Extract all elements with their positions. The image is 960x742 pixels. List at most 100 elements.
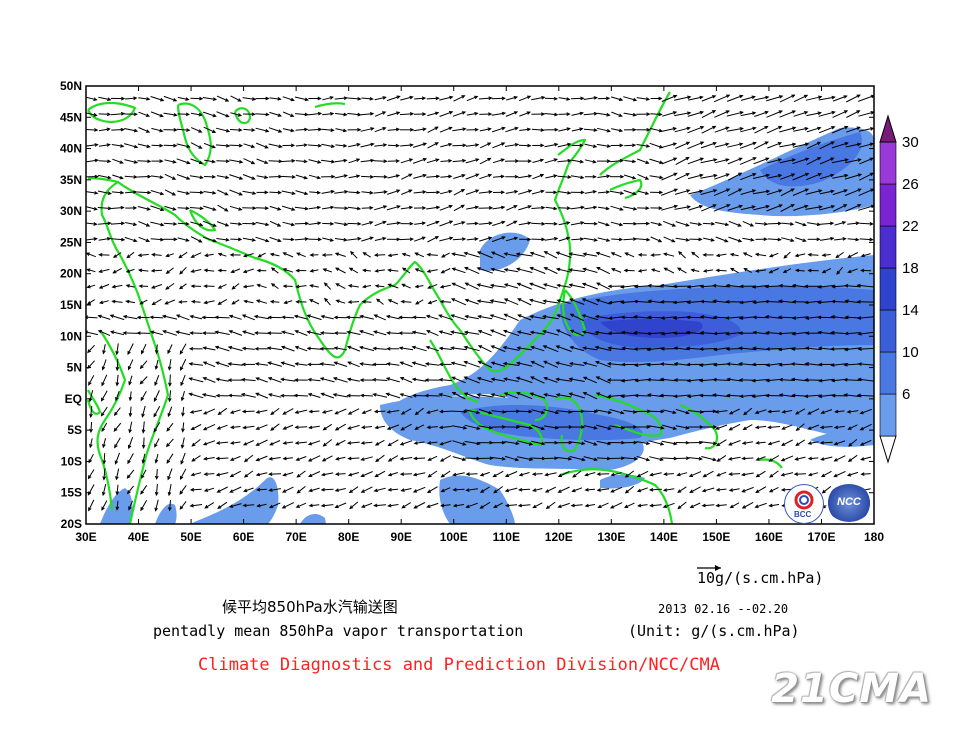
vector-arrow (153, 390, 160, 402)
vector-arrow (257, 488, 267, 491)
vector-arrowhead (387, 442, 392, 447)
vector-arrow (730, 502, 740, 509)
vector-arrow (796, 423, 805, 431)
vector-arrowhead (308, 409, 313, 414)
vector-arrow (126, 268, 135, 273)
vector-arrow (543, 315, 559, 320)
vector-arrow (822, 254, 831, 256)
vector-arrowhead (673, 362, 679, 366)
vector-arrowhead (321, 410, 327, 414)
vector-arrowhead (452, 487, 457, 492)
vector-arrowhead (699, 173, 704, 178)
vector-arrowhead (715, 268, 720, 273)
vector-arrowhead (754, 504, 759, 508)
vector-arrowhead (802, 222, 807, 227)
vector-arrow (833, 204, 847, 212)
vector-arrow (374, 205, 387, 211)
vector-arrow (848, 439, 858, 447)
vector-arrowhead (754, 269, 760, 273)
vector-arrowhead (146, 207, 151, 211)
vector-arrowhead (764, 110, 769, 115)
vector-arrow (491, 236, 505, 243)
vector-arrowhead (94, 143, 99, 147)
vector-arrowhead (141, 429, 146, 434)
vector-arrow (466, 238, 478, 241)
vector-arrowhead (356, 206, 362, 211)
vector-arrow (282, 128, 294, 132)
vector-arrowhead (304, 237, 309, 241)
vector-arrow (545, 175, 557, 179)
vector-arrow (648, 300, 664, 304)
vector-arrow (86, 144, 98, 147)
vector-arrow (820, 441, 833, 444)
vector-arrowhead (254, 331, 259, 335)
vector-arrowhead (238, 176, 244, 180)
vector-arrow (727, 378, 743, 382)
vector-arrowhead (540, 189, 545, 194)
vector-arrowhead (227, 362, 232, 366)
vector-arrowhead (242, 442, 248, 446)
vector-arrow (465, 158, 479, 164)
vector-arrow (742, 501, 754, 509)
vector-arrow (844, 173, 862, 180)
vector-arrowhead (580, 175, 585, 180)
vector-arrowhead (411, 345, 416, 350)
vector-arrow (167, 406, 173, 417)
vector-arrowhead (282, 472, 287, 477)
vector-arrow (752, 174, 770, 179)
vector-arrow (86, 206, 97, 210)
vector-arrowhead (738, 172, 743, 177)
vector-arrow (348, 158, 360, 164)
vector-arrow (518, 222, 531, 226)
vector-arrowhead (780, 472, 785, 477)
vector-arrow (675, 408, 689, 414)
vector-arrowhead (791, 158, 797, 162)
vector-arrow (713, 285, 731, 288)
vector-arrow (151, 284, 163, 289)
vector-arrowhead (513, 220, 518, 225)
vector-arrowhead (154, 350, 159, 355)
vector-arrow (116, 484, 119, 495)
vector-arrow (255, 127, 269, 132)
vector-arrowhead (530, 345, 535, 350)
vector-arrow (439, 126, 452, 133)
vector-arrowhead (856, 126, 861, 130)
vector-arrowhead (530, 376, 535, 380)
vector-arrowhead (526, 95, 532, 100)
vector-arrowhead (714, 409, 719, 414)
vector-arrow (466, 95, 478, 102)
vector-arrowhead (632, 112, 638, 117)
vector-arrowhead (539, 173, 545, 178)
vector-arrowhead (477, 314, 482, 319)
vector-arrowhead (752, 330, 757, 335)
vector-arrowhead (395, 143, 400, 148)
vector-arrow (87, 284, 96, 288)
vector-arrow (166, 453, 174, 464)
vector-arrowhead (333, 331, 339, 335)
axis-ticks: 50N45N40N35N30N25N20N15N10N5NEQ5S10S15S2… (60, 79, 884, 544)
vector-arrowhead (360, 473, 365, 477)
vector-arrow (88, 375, 95, 386)
vector-arrowhead (438, 425, 444, 430)
vector-arrow (464, 376, 480, 384)
vector-arrowhead (451, 282, 456, 287)
vector-arrowhead (426, 252, 431, 257)
vector-arrowhead (295, 457, 300, 461)
vector-arrowhead (738, 204, 743, 209)
vector-arrowhead (659, 362, 665, 366)
vector-arrow (835, 410, 845, 413)
vector-arrow (492, 221, 505, 227)
vector-arrow (453, 488, 465, 491)
vector-arrowhead (107, 97, 112, 102)
vector-arrow (582, 314, 599, 321)
vector-arrowhead (426, 410, 431, 414)
vector-arrowhead (317, 237, 323, 242)
vector-arrow (281, 362, 296, 367)
vector-arrowhead (831, 126, 836, 130)
vector-arrowhead (804, 346, 810, 351)
vector-arrow (845, 300, 861, 304)
vector-arrowhead (781, 426, 786, 430)
vector-arrow (742, 220, 754, 227)
vector-arrowhead (159, 113, 164, 118)
vector-arrow (321, 504, 334, 507)
